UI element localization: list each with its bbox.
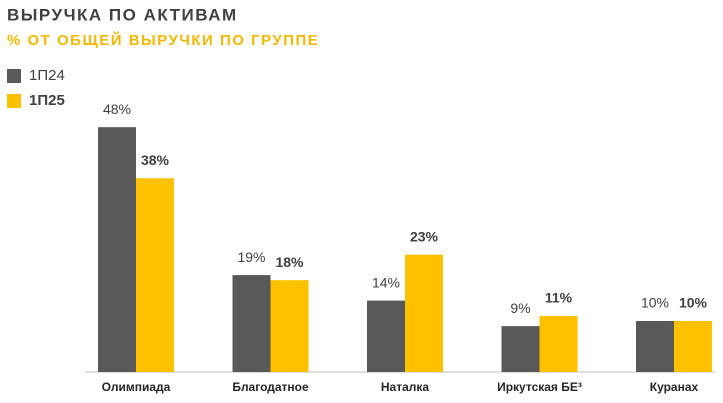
legend-label: 1П24 [29,67,65,84]
value-label: 19% [237,249,265,265]
legend-label: 1П25 [29,92,65,109]
category-label: Куранах [650,380,699,394]
bar [674,321,712,372]
value-label: 48% [103,101,131,117]
bar [636,321,674,372]
bar [405,254,443,372]
category-label: Олимпиада [102,380,171,394]
bar [136,178,174,372]
bar [232,275,271,372]
value-label: 9% [510,300,530,316]
legend-swatch [7,69,21,83]
bar [98,127,136,372]
chart-title: ВЫРУЧКА ПО АКТИВАМ [7,5,238,24]
value-label: 14% [372,274,400,290]
value-label: 11% [545,290,573,306]
legend-swatch [7,94,21,108]
value-label: 10% [641,295,669,311]
bar [501,326,540,372]
category-label: Благодатное [232,380,309,394]
bar [539,315,578,372]
bar [367,300,405,372]
category-label: Наталка [381,380,430,394]
bar [270,280,309,372]
value-label: 23% [410,228,439,244]
category-label: Иркутская БЕ³ [497,380,582,394]
value-label: 18% [275,254,304,270]
value-label: 10% [679,295,708,311]
value-label: 38% [141,152,170,168]
chart-subtitle: % ОТ ОБЩЕЙ ВЫРУЧКИ ПО ГРУППЕ [7,31,319,49]
